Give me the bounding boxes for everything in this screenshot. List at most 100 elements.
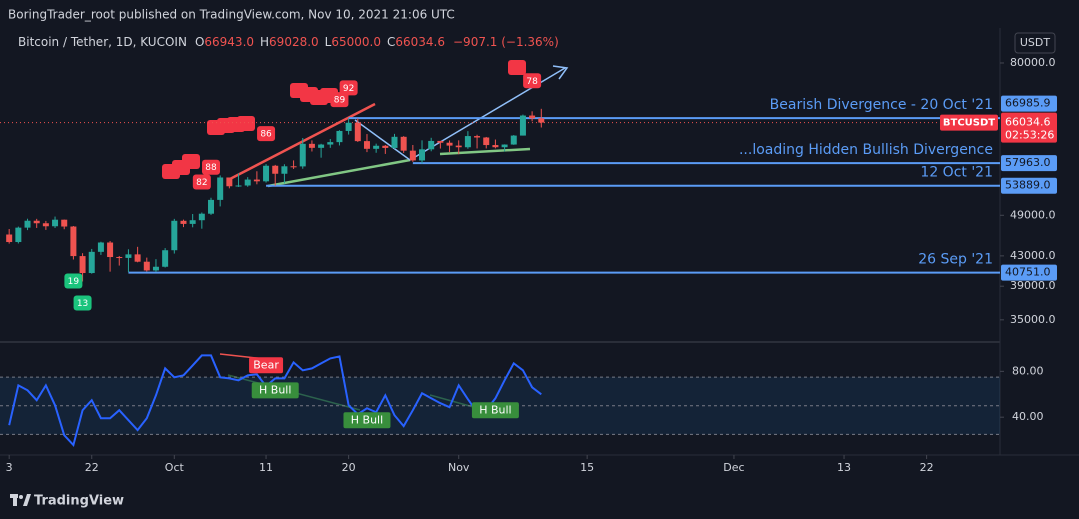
brand: TradingView xyxy=(34,494,124,509)
candle-body xyxy=(428,140,435,150)
candle-body xyxy=(15,227,22,243)
candle-body xyxy=(61,219,68,227)
y-tick-label: 40.00 xyxy=(1012,410,1044,423)
candle-body xyxy=(400,136,407,151)
osc-signal-label: H Bull xyxy=(479,403,511,416)
publisher: BoringTrader_root published on TradingVi… xyxy=(8,8,455,22)
level-price-box xyxy=(1001,95,1057,112)
legend-key: O xyxy=(195,35,204,49)
candle-body xyxy=(483,137,490,146)
legend-value: 65000.0 xyxy=(331,35,381,49)
candle-body xyxy=(244,179,251,186)
x-tick-label: 3 xyxy=(6,461,13,474)
candle-body xyxy=(519,115,526,136)
signal-label: 13 xyxy=(77,299,88,309)
candle-body xyxy=(327,142,334,145)
legend: Bitcoin / Tether, 1D, KUCOIN O66943.0 H690… xyxy=(18,35,559,49)
candle-body xyxy=(354,122,361,142)
candle-body xyxy=(510,135,517,145)
candle-body xyxy=(198,213,205,221)
symbol: Bitcoin / Tether, 1D, KUCOIN xyxy=(18,35,187,49)
level-text: Bearish Divergence - 20 Oct '21 xyxy=(770,97,993,113)
candle-body xyxy=(125,254,132,258)
candle-body xyxy=(180,220,187,224)
signal-bubble xyxy=(192,174,211,190)
candle-body xyxy=(208,199,215,214)
candle-body xyxy=(501,144,508,148)
currency-button[interactable] xyxy=(1014,32,1056,54)
last-price: 66034.6 xyxy=(1005,116,1051,129)
ticker: BTCUSDT xyxy=(943,118,995,129)
candle-body xyxy=(171,220,178,251)
candle-body xyxy=(345,122,352,131)
signal-bubble xyxy=(339,80,358,96)
signal-bubble xyxy=(523,73,542,89)
candle-body xyxy=(290,166,297,168)
candle-body xyxy=(162,250,169,267)
candle-body xyxy=(281,166,288,174)
candle-body xyxy=(88,251,95,274)
candle-body xyxy=(464,136,471,148)
candle-body xyxy=(363,141,370,149)
x-tick-label: 22 xyxy=(920,461,934,474)
candle-body xyxy=(373,145,380,149)
candle-body xyxy=(6,234,13,243)
candle-body xyxy=(474,136,481,138)
candle-body xyxy=(336,130,343,143)
trend-line xyxy=(267,158,411,188)
signal-bubble xyxy=(64,273,83,289)
signal-bubble xyxy=(330,92,349,108)
signal-bubble xyxy=(73,295,92,311)
logo-part xyxy=(23,494,31,506)
signal-bubble xyxy=(202,159,221,175)
signal-stack xyxy=(162,60,526,179)
osc-signal-box xyxy=(343,412,391,429)
candle-body xyxy=(116,257,123,259)
signal-label: 82 xyxy=(196,178,207,188)
countdown: 02:53:26 xyxy=(1005,129,1054,142)
y-tick-label: 43000.0 xyxy=(1010,249,1056,262)
candle-body xyxy=(143,261,150,271)
symbol-legend: Bitcoin / Tether, 1D, KUCOIN O66943.0 H690… xyxy=(18,35,559,49)
candle-body xyxy=(24,220,31,228)
osc-signal-box xyxy=(471,402,519,419)
level-price-box xyxy=(1001,264,1057,281)
candle-body xyxy=(382,145,389,148)
currency[interactable]: USDT xyxy=(1020,36,1051,49)
legend-key: L xyxy=(325,35,332,49)
osc-line xyxy=(8,354,542,448)
arrow-head xyxy=(552,65,569,80)
signal-label: 92 xyxy=(343,84,354,94)
candle-body xyxy=(42,223,49,227)
osc-signal-label: Bear xyxy=(253,358,279,371)
level-text: 26 Sep '21 xyxy=(918,252,993,268)
candle-body xyxy=(308,143,315,148)
level-text: ...loading Hidden Bullish Divergence xyxy=(739,142,993,158)
x-tick-label: 20 xyxy=(342,461,356,474)
candle-body xyxy=(529,115,536,119)
bubble xyxy=(182,154,200,169)
level-price-box xyxy=(1001,155,1057,172)
y-tick-label: 80000.0 xyxy=(1010,56,1056,69)
x-tick-label: Nov xyxy=(448,461,470,474)
bubble xyxy=(237,116,255,131)
last-price-box xyxy=(1001,112,1057,143)
y-tick-label: 39000.0 xyxy=(1010,279,1056,292)
candle-body xyxy=(235,185,242,187)
bubble xyxy=(508,60,526,75)
x-tick-label: 15 xyxy=(580,461,594,474)
osc-signal-box xyxy=(251,382,299,399)
x-tick-label: 22 xyxy=(85,461,99,474)
level-price: 53889.0 xyxy=(1005,179,1051,192)
signal-label: 86 xyxy=(260,130,272,140)
x-tick-label: Dec xyxy=(723,461,744,474)
candle-body xyxy=(263,165,270,182)
legend-value: 66034.6 xyxy=(395,35,445,49)
candle-body xyxy=(492,145,499,148)
x-tick-label: Oct xyxy=(165,461,185,474)
level-price: 57963.0 xyxy=(1005,156,1051,169)
signal-label: 88 xyxy=(205,163,217,173)
legend-change: −907.1 (−1.36%) xyxy=(453,35,559,49)
candle-body xyxy=(134,254,141,262)
